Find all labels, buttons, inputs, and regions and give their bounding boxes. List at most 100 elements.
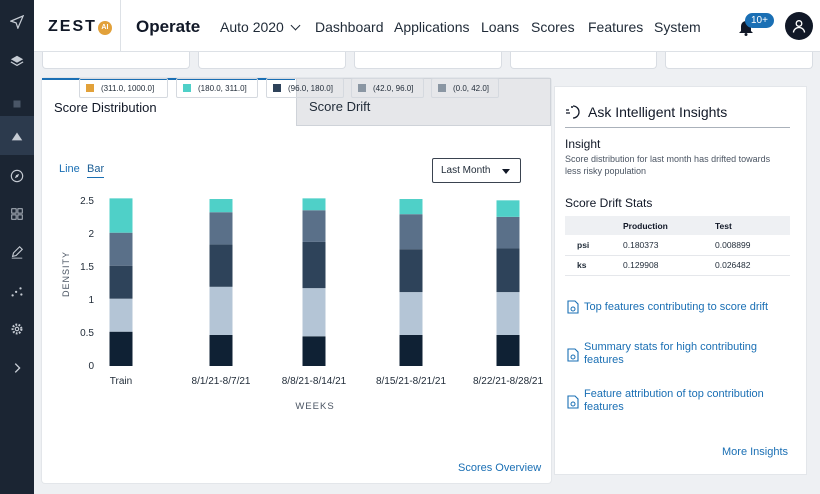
- bar-segment: [302, 288, 326, 337]
- model-dropdown-label: Auto 2020: [220, 19, 284, 35]
- scatter-icon[interactable]: [0, 271, 34, 310]
- document-icon: [567, 395, 579, 414]
- user-avatar-icon[interactable]: [785, 12, 813, 40]
- grid-icon[interactable]: [0, 194, 34, 233]
- model-dropdown[interactable]: Auto 2020: [220, 19, 301, 35]
- nav-loans[interactable]: Loans: [481, 19, 520, 35]
- bar-segment: [302, 210, 326, 242]
- period-select-value: Last Month: [441, 165, 491, 176]
- gear-icon[interactable]: [0, 309, 34, 348]
- y-tick-label: 0.5: [80, 328, 94, 339]
- logo-text: ZEST: [48, 18, 97, 35]
- bar-segment: [496, 216, 520, 249]
- legend-label: (96.0, 180.0]: [288, 84, 333, 93]
- legend-label: (42.0, 96.0]: [373, 84, 414, 93]
- y-tick-label: 0: [88, 361, 94, 372]
- bar-segment: [109, 298, 133, 332]
- document-icon: [567, 300, 579, 319]
- chevron-down-icon: [290, 20, 301, 31]
- bar-segment: [302, 241, 326, 289]
- legend-item[interactable]: (42.0, 96.0]: [351, 78, 424, 98]
- summary-card: [198, 52, 346, 69]
- nav-system[interactable]: System: [654, 19, 701, 35]
- summary-card: [354, 52, 502, 69]
- caret-down-icon: [502, 169, 510, 174]
- scores-overview-link[interactable]: Scores Overview: [458, 462, 542, 474]
- bar-segment: [109, 232, 133, 266]
- left-sidebar: [0, 0, 34, 494]
- bar-segment: [302, 198, 326, 211]
- notification-badge: 10+: [745, 13, 774, 28]
- chevron-up-icon[interactable]: [0, 116, 34, 155]
- y-tick-label: 2.5: [80, 196, 94, 207]
- bar-segment: [496, 248, 520, 293]
- legend-item[interactable]: (0.0, 42.0]: [431, 78, 499, 98]
- legend-swatch: [273, 84, 281, 92]
- app-title: Operate: [136, 17, 201, 36]
- bar-segment: [209, 244, 233, 287]
- summary-card: [510, 52, 657, 69]
- divider: [120, 0, 121, 52]
- production-cell: 0.129908: [615, 255, 707, 276]
- divider: [565, 127, 790, 128]
- insights-icon: [565, 104, 583, 125]
- compass-icon[interactable]: [0, 156, 34, 195]
- summary-card: [665, 52, 813, 69]
- score-distribution-chart: 0 0.5 1 1.5 2 2.5 DENSITY Train 8/1/21-8/7/21 8/8…: [61, 196, 543, 412]
- x-tick-label: 8/8/21-8/14/21: [282, 376, 347, 387]
- bar-segment: [209, 286, 233, 335]
- y-axis-label: DENSITY: [61, 251, 71, 297]
- tab-score-distribution[interactable]: Score Distribution: [42, 78, 295, 126]
- insights-title: Ask Intelligent Insights: [588, 104, 728, 120]
- insight-text: Score distribution for last month has dr…: [565, 154, 771, 176]
- nav-features[interactable]: Features: [588, 19, 644, 35]
- top-navigation: ZEST AI Operate Auto 2020 Dashboard Appli…: [34, 0, 820, 52]
- legend-item[interactable]: (311.0, 1000.0]: [79, 78, 168, 98]
- drift-stats-table: Production Test psi 0.180373 0.008899 ks…: [565, 216, 790, 276]
- chevron-right-icon[interactable]: [0, 348, 34, 387]
- pen-icon[interactable]: [0, 232, 34, 271]
- square-icon[interactable]: [0, 84, 34, 123]
- feature-attribution-link[interactable]: Feature attribution of top contribution …: [584, 388, 764, 413]
- paper-plane-icon[interactable]: [0, 2, 34, 41]
- line-view-toggle[interactable]: Line: [59, 163, 80, 175]
- y-tick-label: 2: [88, 229, 94, 240]
- logo-badge: AI: [97, 21, 112, 35]
- y-tick-label: 1.5: [80, 262, 94, 273]
- bar-segment: [209, 334, 233, 366]
- x-tick-label: 8/1/21-8/7/21: [192, 376, 251, 387]
- x-tick-label: Train: [110, 376, 132, 387]
- bar-segment: [399, 214, 423, 250]
- legend-swatch: [438, 84, 446, 92]
- nav-applications[interactable]: Applications: [394, 19, 470, 35]
- column-header: Production: [615, 216, 707, 235]
- y-tick-label: 1: [88, 295, 94, 306]
- nav-scores[interactable]: Scores: [531, 19, 575, 35]
- column-header: [565, 216, 615, 235]
- table-header-row: Production Test: [565, 216, 790, 235]
- metric-cell: ks: [565, 255, 615, 276]
- document-icon: [567, 348, 579, 367]
- test-cell: 0.008899: [707, 235, 790, 256]
- bar-view-toggle[interactable]: Bar: [87, 163, 105, 178]
- legend-item[interactable]: (180.0, 311.0]: [176, 78, 258, 98]
- nav-dashboard[interactable]: Dashboard: [315, 19, 384, 35]
- summary-stats-link[interactable]: Summary stats for high contributing feat…: [584, 341, 758, 366]
- x-axis-label: WEEKS: [295, 401, 334, 412]
- table-row: psi 0.180373 0.008899: [565, 235, 790, 256]
- layers-icon[interactable]: [0, 41, 34, 80]
- metric-cell: psi: [565, 235, 615, 256]
- legend-item[interactable]: (96.0, 180.0]: [266, 78, 344, 98]
- legend-label: (0.0, 42.0]: [453, 84, 490, 93]
- period-select[interactable]: Last Month: [432, 158, 521, 183]
- bar-segment: [209, 212, 233, 245]
- more-insights-link[interactable]: More Insights: [722, 446, 789, 458]
- test-cell: 0.026482: [707, 255, 790, 276]
- zest-logo[interactable]: ZEST AI: [48, 18, 112, 36]
- column-header: Test: [707, 216, 790, 235]
- legend-swatch: [183, 84, 191, 92]
- bar-segment: [399, 292, 423, 335]
- top-features-link[interactable]: Top features contributing to score drift: [584, 301, 769, 313]
- insights-panel: Ask Intelligent Insights Insight Score d…: [555, 87, 806, 474]
- bar-segment: [496, 200, 520, 217]
